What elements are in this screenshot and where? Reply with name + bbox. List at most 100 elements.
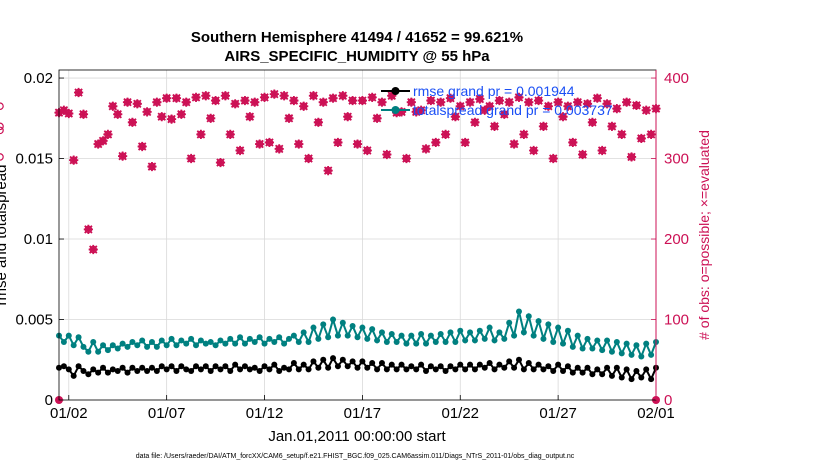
obs-evaluated-point [553, 97, 563, 107]
obs-evaluated-point [587, 117, 597, 127]
totalspread-point [95, 348, 102, 355]
rmse-point [119, 364, 126, 371]
totalspread-point [295, 339, 302, 346]
totalspread-point [535, 318, 542, 325]
obs-evaluated-point [602, 99, 612, 109]
rmse-point [486, 359, 493, 366]
rmse-point [285, 366, 292, 373]
rmse-point [638, 374, 645, 381]
totalspread-point [266, 335, 273, 342]
totalspread-line [58, 311, 657, 360]
obs-evaluated-point [176, 109, 186, 119]
totalspread-point [212, 342, 219, 349]
rmse-point [530, 366, 537, 373]
totalspread-point [139, 337, 146, 344]
totalspread-point [471, 337, 478, 344]
obs-count-series [0, 88, 661, 404]
rmse-point [359, 358, 366, 365]
obs-evaluated-point [626, 152, 637, 162]
obs-evaluated-point [607, 121, 617, 131]
totalspread-point [144, 343, 151, 350]
obs-evaluated-point [558, 112, 568, 122]
totalspread-point [403, 340, 410, 347]
totalspread-point [129, 339, 136, 346]
totalspread-point [158, 337, 165, 344]
obs-evaluated-point [499, 109, 509, 119]
obs-evaluated-point [303, 153, 314, 164]
totalspread-point [227, 335, 234, 342]
obs-evaluated-point [127, 117, 138, 127]
totalspread-point [398, 332, 405, 339]
totalspread-point [476, 327, 483, 334]
totalspread-point [486, 324, 493, 331]
obs-evaluated-point [210, 95, 221, 106]
x-tick-label: 01/17 [344, 405, 382, 422]
obs-evaluated-point [171, 93, 182, 103]
rmse-point [545, 363, 552, 370]
rmse-point [442, 368, 449, 375]
y-axis-left-label: rmse and totalspread [0, 165, 10, 306]
rmse-point [60, 363, 67, 370]
obs-evaluated-point [348, 95, 358, 106]
totalspread-point [104, 347, 111, 354]
obs-possible-point [0, 126, 4, 135]
totalspread-point [633, 342, 640, 349]
obs-evaluated-point [181, 97, 191, 107]
rmse-point [599, 371, 606, 378]
totalspread-point [462, 337, 469, 344]
rmse-point [408, 363, 415, 370]
obs-evaluated-point [142, 107, 152, 117]
rmse-point [374, 366, 381, 373]
rmse-point [232, 361, 239, 368]
obs-evaluated-point [568, 137, 578, 148]
obs-evaluated-point [382, 149, 392, 160]
y-tick-label-left: 0.005 [15, 312, 53, 329]
rmse-point [501, 364, 508, 371]
totalspread-point [608, 348, 615, 355]
y-tick-label-left: 0.015 [15, 151, 53, 168]
obs-evaluated-point [543, 101, 553, 111]
totalspread-point [530, 332, 537, 339]
totalspread-point [90, 339, 97, 346]
obs-evaluated-point [152, 97, 162, 107]
totalspread-point [467, 329, 474, 336]
obs-evaluated-point [269, 89, 279, 99]
totalspread-point [271, 339, 278, 346]
y-tick-label-right: 0 [664, 392, 672, 409]
totalspread-point [506, 319, 513, 326]
obs-evaluated-point [450, 112, 460, 122]
x-tick-label: 01/12 [246, 405, 284, 422]
totalspread-point [202, 340, 209, 347]
y-tick-label-right: 200 [664, 231, 689, 248]
totalspread-point [109, 342, 116, 349]
rmse-point [555, 361, 562, 368]
y-tick-label-left: 0 [45, 392, 53, 409]
totalspread-point [168, 335, 175, 342]
totalspread-point [378, 329, 385, 336]
rmse-point [511, 364, 518, 371]
obs-evaluated-point [426, 95, 436, 106]
rmse-point [525, 359, 532, 366]
totalspread-point [256, 334, 263, 341]
totalspread-point [457, 327, 464, 334]
totalspread-point [511, 332, 518, 339]
totalspread-point [344, 332, 351, 339]
x-tick-label: 02/01 [637, 405, 675, 422]
rmse-point [227, 368, 234, 375]
rmse-point [579, 369, 586, 376]
totalspread-point [638, 353, 645, 360]
rmse-point [197, 366, 204, 373]
obs-evaluated-point [646, 129, 656, 139]
rmse-point [643, 366, 650, 373]
obs-evaluated-point [191, 92, 201, 102]
rmse-point [398, 361, 405, 368]
totalspread-point [153, 343, 160, 350]
totalspread-point [100, 342, 107, 349]
totalspread-point [442, 339, 449, 346]
legend-totalspread-label: totalspread grand pr = 0.003737 [413, 102, 613, 118]
legend-rmse-marker [391, 87, 400, 95]
rmse-point [178, 363, 185, 370]
rmse-point [168, 363, 175, 370]
totalspread-point [383, 339, 390, 346]
